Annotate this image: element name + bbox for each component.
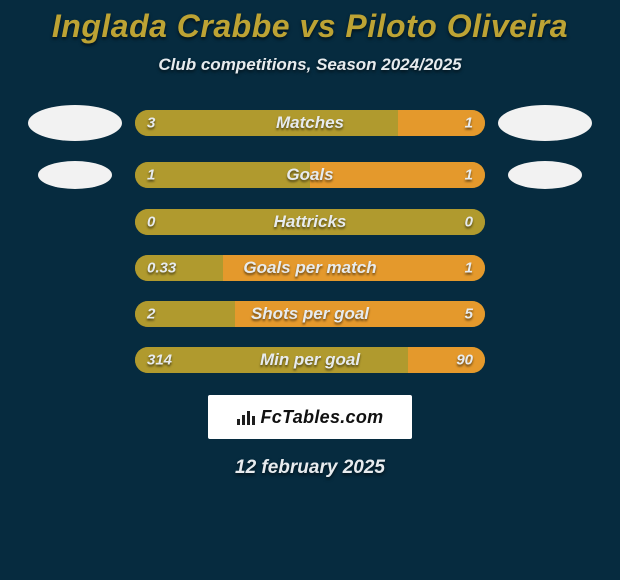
metric-value-left: 0.33: [147, 260, 176, 277]
metric-row: 0.33 1 Goals per match: [0, 255, 620, 281]
metric-bar: 0.33 1 Goals per match: [135, 255, 485, 281]
branding-badge: FcTables.com: [208, 395, 412, 439]
metric-row: 2 5 Shots per goal: [0, 301, 620, 327]
metric-value-right: 1: [465, 167, 473, 184]
left-avatar-slot: [15, 161, 135, 189]
metric-value-right: 5: [465, 306, 473, 323]
metric-label: Hattricks: [274, 212, 347, 232]
metric-bar: 1 1 Goals: [135, 162, 485, 188]
player-avatar: [28, 105, 122, 141]
metric-label: Min per goal: [260, 350, 360, 370]
player-avatar: [38, 161, 112, 189]
metric-value-left: 314: [147, 352, 172, 369]
metric-label: Shots per goal: [251, 304, 369, 324]
metric-row: 1 1 Goals: [0, 161, 620, 189]
comparison-card: Inglada Crabbe vs Piloto Oliveira Club c…: [0, 0, 620, 580]
metric-row: 314 90 Min per goal: [0, 347, 620, 373]
metric-value-left: 0: [147, 214, 155, 231]
metric-label: Goals: [286, 165, 333, 185]
bar-right-fill: [408, 347, 485, 373]
right-avatar-slot: [485, 161, 605, 189]
metric-row: 3 1 Matches: [0, 105, 620, 141]
metric-value-left: 2: [147, 306, 155, 323]
branding-text: FcTables.com: [261, 407, 384, 428]
player-avatar: [508, 161, 582, 189]
metric-rows: 3 1 Matches 1 1 Goals 0 0 Hattricks 0.33 1 Goals pe…: [0, 105, 620, 373]
page-title: Inglada Crabbe vs Piloto Oliveira: [0, 8, 620, 45]
metric-value-left: 1: [147, 167, 155, 184]
metric-bar: 2 5 Shots per goal: [135, 301, 485, 327]
branding-bars-icon: [237, 409, 255, 425]
metric-value-left: 3: [147, 115, 155, 132]
left-avatar-slot: [15, 105, 135, 141]
player-avatar: [498, 105, 592, 141]
date-label: 12 february 2025: [0, 457, 620, 479]
metric-value-right: 0: [465, 214, 473, 231]
metric-value-right: 1: [465, 115, 473, 132]
metric-value-right: 90: [456, 352, 473, 369]
bar-left-fill: [135, 110, 398, 136]
metric-label: Goals per match: [243, 258, 376, 278]
metric-bar: 3 1 Matches: [135, 110, 485, 136]
metric-bar: 0 0 Hattricks: [135, 209, 485, 235]
subtitle: Club competitions, Season 2024/2025: [0, 55, 620, 75]
bar-right-fill: [310, 162, 485, 188]
bar-left-fill: [135, 162, 310, 188]
right-avatar-slot: [485, 105, 605, 141]
metric-value-right: 1: [465, 260, 473, 277]
metric-bar: 314 90 Min per goal: [135, 347, 485, 373]
metric-row: 0 0 Hattricks: [0, 209, 620, 235]
metric-label: Matches: [276, 113, 344, 133]
